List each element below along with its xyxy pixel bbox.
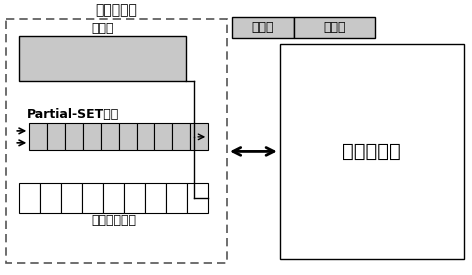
- Bar: [83, 123, 101, 150]
- Bar: [154, 123, 172, 150]
- Text: 内存控制器: 内存控制器: [96, 4, 138, 18]
- Bar: [172, 123, 190, 150]
- Bar: [82, 183, 103, 213]
- Bar: [166, 183, 187, 213]
- Bar: [232, 16, 294, 38]
- Text: 预测器: 预测器: [92, 22, 114, 35]
- Bar: [101, 123, 118, 150]
- Bar: [145, 183, 166, 213]
- Bar: [29, 123, 47, 150]
- Bar: [19, 36, 186, 81]
- Bar: [124, 183, 145, 213]
- Bar: [19, 183, 40, 213]
- Bar: [65, 123, 83, 150]
- Bar: [294, 16, 375, 38]
- Text: 访存请求队列: 访存请求队列: [91, 214, 136, 227]
- Text: 相变存储器: 相变存储器: [342, 142, 401, 161]
- Text: Partial-SET队列: Partial-SET队列: [27, 108, 119, 121]
- Bar: [136, 123, 154, 150]
- Bar: [6, 18, 227, 263]
- Bar: [190, 123, 208, 150]
- Text: 时间域: 时间域: [323, 21, 346, 34]
- Bar: [280, 44, 464, 259]
- Bar: [187, 183, 208, 213]
- Bar: [103, 183, 124, 213]
- Bar: [118, 123, 136, 150]
- Bar: [47, 123, 65, 150]
- Bar: [40, 183, 61, 213]
- Bar: [61, 183, 82, 213]
- Text: 地址域: 地址域: [252, 21, 274, 34]
